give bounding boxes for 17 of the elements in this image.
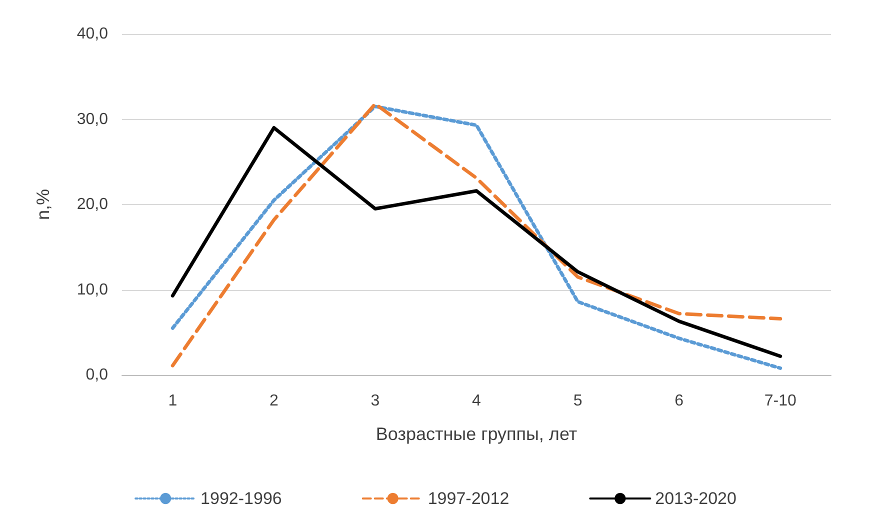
x-tick-label: 2 (269, 392, 278, 410)
x-tick-label: 4 (472, 392, 482, 410)
legend-label: 1997-2012 (428, 489, 510, 508)
y-tick-label: 10,0 (76, 281, 108, 298)
legend-label: 2013-2020 (655, 489, 736, 508)
y-tick-label: 30,0 (76, 110, 108, 128)
x-tick-label: 3 (370, 392, 380, 410)
y-tick-label: 20,0 (76, 196, 108, 213)
x-tick-label: 5 (573, 392, 582, 410)
legend-label: 1992-1996 (200, 489, 282, 508)
y-tick-label: 0,0 (86, 366, 108, 384)
x-tick-label: 7-10 (764, 392, 796, 410)
y-tick-label: 40,0 (76, 26, 108, 42)
x-tick-label: 1 (168, 392, 178, 410)
y-axis-title: n,% (33, 188, 53, 220)
x-tick-label: 6 (674, 392, 684, 410)
x-axis-title: Возрастные группы, лет (376, 424, 578, 444)
